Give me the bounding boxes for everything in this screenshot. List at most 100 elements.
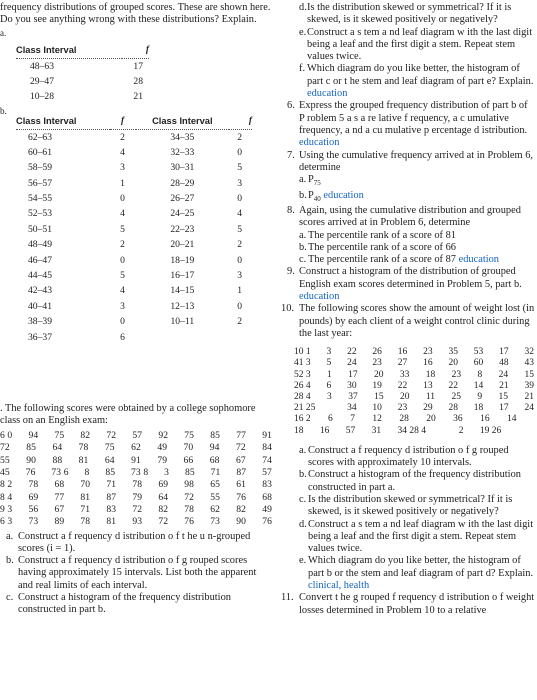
marker-a: a. xyxy=(0,27,7,38)
sub-question: d. Construct a s tem a nd leaf diagram w … xyxy=(277,519,535,556)
table-b-header-f-2: f xyxy=(229,113,252,130)
weight-value: 8 xyxy=(477,369,483,380)
sub-question-letter: a. xyxy=(6,530,14,542)
class-interval-cell: 28–29 xyxy=(170,177,195,189)
frequency-cell: 21 xyxy=(133,91,143,103)
score-value: 49 xyxy=(262,503,272,515)
sub-question-letter: c. xyxy=(6,592,14,604)
table-b-row: 60–61 4 32–33 0 xyxy=(16,145,252,160)
sub-question-text: The percentile rank of a score of 81 xyxy=(308,229,456,241)
score-value: 76 xyxy=(262,516,272,528)
sub-question-letter: d. xyxy=(299,2,307,13)
topic-tag: clinical, health xyxy=(308,580,370,592)
class-interval-cell: 26–27 xyxy=(170,193,195,205)
problem-10-parts: a. Construct a f requency d istribution o… xyxy=(277,445,535,593)
score-value: 98 xyxy=(184,479,195,491)
problem-11-number: 11. xyxy=(281,592,294,604)
class-interval-cell: 46–47 xyxy=(28,254,52,266)
frequency-cell: 5 xyxy=(237,162,242,174)
score-row: 72 85 64 78 75 62 49 70 94 72 84 xyxy=(0,442,272,454)
sub-question: c. The percentile rank of a score of 87 e… xyxy=(277,254,535,266)
weight-value: 43 xyxy=(524,358,534,369)
topic-tag: education xyxy=(307,88,348,100)
score-value: 79 xyxy=(132,491,143,503)
score-value: 77 xyxy=(54,491,65,503)
weight-value: 36 xyxy=(453,414,463,425)
topic-tag: education xyxy=(458,254,499,266)
score-value: 76 xyxy=(236,491,247,503)
sub-question-text: Construct a f requency d istribution o f… xyxy=(308,444,509,469)
score-value: 76 xyxy=(25,467,36,479)
score-value: 72 xyxy=(158,516,169,528)
weight-value: 22 xyxy=(397,380,408,391)
score-value: 62 xyxy=(131,442,141,454)
intro-text: frequency distributions of grouped score… xyxy=(0,2,271,26)
frequency-cell: 0 xyxy=(237,193,242,205)
weight-value: 2 xyxy=(458,425,464,436)
frequency-cell: 5 xyxy=(120,223,125,235)
table-a-row: 10–28 21 xyxy=(16,90,149,105)
table-b-row: 48–49 2 20–21 2 xyxy=(16,238,252,253)
class-interval-cell: 52–53 xyxy=(28,208,52,220)
sub-question: a. P75 xyxy=(277,174,535,189)
score-value: 73 xyxy=(210,516,221,528)
sub-question-letter: e. xyxy=(299,555,307,567)
problem-11-text: Convert t he g rouped f requency d istri… xyxy=(299,592,535,616)
weight-value: 20 xyxy=(448,358,458,369)
score-value: 93 xyxy=(132,516,143,528)
problem-7: 7. Using the cumulative frequency arrive… xyxy=(277,150,535,175)
problem-8-text: Again, using the cumulative distribution… xyxy=(299,204,521,229)
weight-value: 57 xyxy=(345,425,356,436)
weight-row: 28 4 3 37 15 20 11 25 9 15 21 xyxy=(294,392,534,403)
sub-question-text: Which diagram do you like better, the hi… xyxy=(308,555,534,579)
class-interval-cell: 10–11 xyxy=(170,316,195,328)
score-value: 78 xyxy=(184,503,195,515)
class-interval-cell: 56–57 xyxy=(28,177,52,189)
weight-value: 20 xyxy=(400,391,410,402)
weight-value: 19 26 xyxy=(479,425,502,436)
class-interval-cell: 58–59 xyxy=(28,162,52,174)
weight-value: 33 xyxy=(399,369,410,380)
weight-value: 27 xyxy=(397,358,408,369)
weight-value: 7 xyxy=(350,414,355,425)
problem-8: 8. Again, using the cumulative distribut… xyxy=(277,205,535,230)
frequency-cell: 28 xyxy=(133,75,143,87)
sub-question: e. Construct a s tem a nd leaf diagram w … xyxy=(277,27,535,64)
weight-value: 20 xyxy=(374,369,384,380)
table-a-row: 48–63 17 xyxy=(16,58,149,74)
score-value: 72 xyxy=(184,491,195,503)
score-value: 73 8 xyxy=(131,467,149,479)
table-a-row: 29–47 28 xyxy=(16,74,149,89)
frequency-cell: 17 xyxy=(133,60,143,72)
class-interval-cell: 42–43 xyxy=(28,285,52,297)
score-value: 78 xyxy=(80,516,91,528)
class-interval-cell: 10–28 xyxy=(30,91,54,103)
table-b-row: 56–57 1 28–29 3 xyxy=(16,176,252,191)
score-value: 71 xyxy=(80,503,91,515)
weight-value: 29 xyxy=(423,403,433,414)
class-interval-cell xyxy=(136,330,230,345)
sub-question-text: The percentile rank of a score of 66 xyxy=(308,241,456,253)
english-scores: 6 0 94 75 82 72 57 92 75 85 77 91 72 85 64 78 75 62 49 70 9… xyxy=(0,430,272,528)
frequency-cell: 5 xyxy=(120,270,125,282)
q5-continued-parts: d. Is the distribution skewed or symmetri… xyxy=(277,0,535,100)
table-b-row: 38–39 0 10–11 2 xyxy=(16,315,252,330)
score-value: 68 xyxy=(54,479,65,491)
class-interval-cell: 62–63 xyxy=(28,131,52,143)
score-value: 78 xyxy=(28,479,39,491)
class-interval-cell: 20–21 xyxy=(170,239,195,251)
weight-value: 15 xyxy=(374,391,384,402)
frequency-cell: 0 xyxy=(237,300,242,312)
frequency-cell: 1 xyxy=(120,177,125,189)
weight-value: 35 xyxy=(448,347,458,358)
table-a: Class Interval f 48–63 17 29–47 28 10–28 21 xyxy=(16,42,149,106)
weight-value: 1 xyxy=(327,369,332,380)
frequency-cell: 2 xyxy=(237,239,242,251)
score-value: 87 xyxy=(236,467,247,479)
weight-value: 24 xyxy=(347,358,357,369)
score-row: 9 3 56 67 71 83 72 82 78 62 82 49 xyxy=(0,504,272,516)
sub-question-letter: c. xyxy=(299,493,307,505)
score-value: 8 2 xyxy=(0,479,13,491)
class-interval-cell: 12–13 xyxy=(170,300,195,312)
frequency-cell: 3 xyxy=(237,270,242,282)
